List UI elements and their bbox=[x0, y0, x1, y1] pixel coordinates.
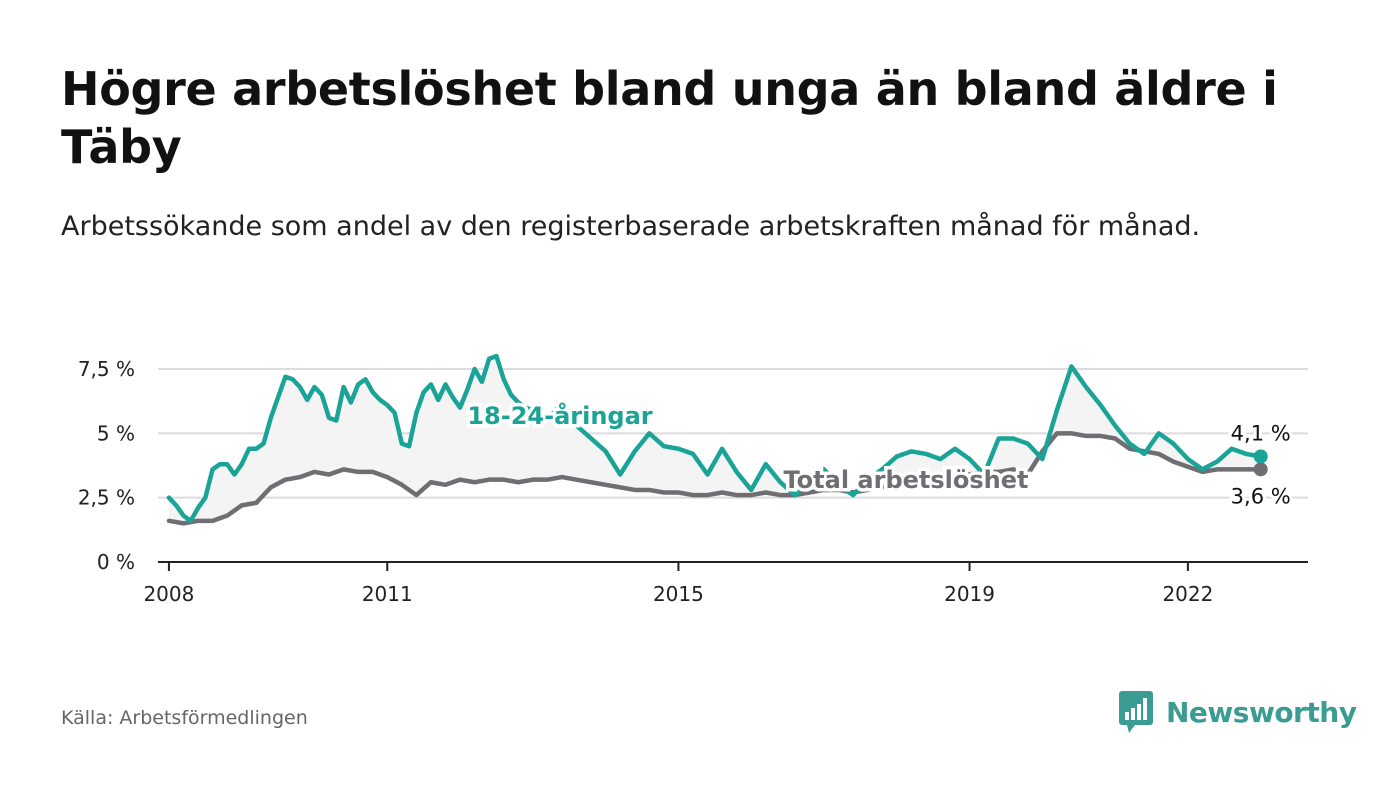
total-end-marker bbox=[1253, 462, 1268, 477]
x-tick-label: 2008 bbox=[143, 582, 194, 606]
x-tick-label: 2011 bbox=[362, 582, 413, 606]
youth-line bbox=[166, 353, 1263, 524]
chart-title: Högre arbetslöshet bland unga än bland ä… bbox=[61, 62, 1278, 174]
youth-end-label: 4,1 % bbox=[1231, 421, 1291, 445]
y-tick-label: 0 % bbox=[97, 550, 135, 574]
y-tick-label: 2,5 % bbox=[78, 486, 135, 510]
source-note: Källa: Arbetsförmedlingen bbox=[61, 707, 308, 729]
total-end-label: 3,6 % bbox=[1231, 484, 1291, 508]
total-series-label: Total arbetslöshet bbox=[783, 466, 1028, 494]
x-tick-label: 2019 bbox=[944, 582, 995, 606]
brand-logo[interactable]: Newsworthy bbox=[1118, 689, 1357, 735]
y-tick-label: 5 % bbox=[97, 421, 135, 445]
x-tick-label: 2022 bbox=[1162, 582, 1213, 606]
youth-series-label: 18-24-åringar bbox=[467, 401, 652, 430]
newsworthy-logo-icon bbox=[1119, 691, 1153, 733]
chart-subtitle: Arbetssökande som andel av den registerb… bbox=[61, 211, 1201, 242]
youth-end-marker bbox=[1253, 449, 1268, 464]
x-tick-label: 2015 bbox=[653, 582, 704, 606]
y-tick-label: 7,5 % bbox=[78, 357, 135, 381]
gap-area bbox=[168, 356, 1261, 524]
total-line bbox=[166, 431, 1263, 526]
brand-name: Newsworthy bbox=[1166, 695, 1357, 729]
